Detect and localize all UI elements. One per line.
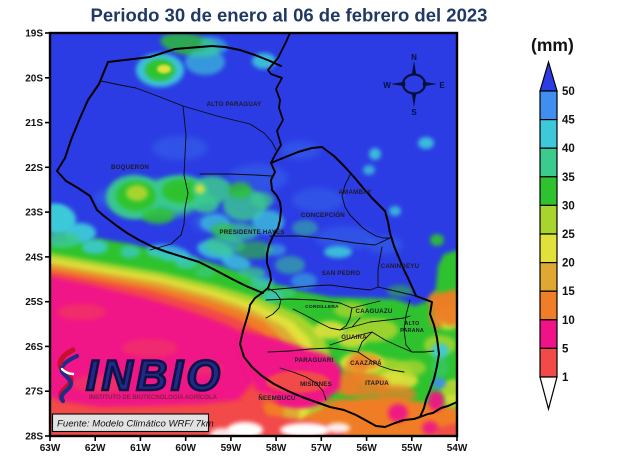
svg-text:ITAPUA: ITAPUA xyxy=(365,380,389,387)
svg-text:N: N xyxy=(411,53,417,62)
svg-text:MISIONES: MISIONES xyxy=(300,381,332,388)
svg-text:5: 5 xyxy=(562,343,569,355)
svg-text:CORDILLERA: CORDILLERA xyxy=(305,304,339,310)
svg-text:54W: 54W xyxy=(447,443,468,454)
svg-text:24S: 24S xyxy=(25,252,43,263)
svg-text:15: 15 xyxy=(562,286,575,298)
svg-text:10: 10 xyxy=(562,315,575,327)
svg-text:19S: 19S xyxy=(25,29,43,40)
svg-text:1: 1 xyxy=(562,372,569,384)
svg-text:(mm): (mm) xyxy=(531,35,574,55)
svg-text:CONCEPCIÓN: CONCEPCIÓN xyxy=(301,211,345,219)
svg-text:59W: 59W xyxy=(221,443,242,454)
svg-text:26S: 26S xyxy=(25,342,43,353)
svg-text:56W: 56W xyxy=(356,443,377,454)
svg-text:PARANA: PARANA xyxy=(400,328,424,334)
svg-text:40: 40 xyxy=(562,143,575,155)
svg-text:GUAIRA: GUAIRA xyxy=(341,334,367,341)
svg-text:Periodo 30 de enero al 06 de f: Periodo 30 de enero al 06 de febrero del… xyxy=(91,5,488,26)
svg-text:INSTITUTO DE BIOTECNOLOGÍA AGR: INSTITUTO DE BIOTECNOLOGÍA AGRÍCOLA xyxy=(89,393,218,401)
svg-text:20S: 20S xyxy=(25,73,43,84)
svg-text:BOQUERON: BOQUERON xyxy=(111,164,149,171)
svg-text:27S: 27S xyxy=(25,387,43,398)
svg-text:ALTO: ALTO xyxy=(405,321,420,327)
svg-text:21S: 21S xyxy=(25,118,43,129)
svg-text:25S: 25S xyxy=(25,297,43,308)
svg-text:45: 45 xyxy=(562,115,575,127)
svg-text:50: 50 xyxy=(562,86,575,98)
svg-text:63W: 63W xyxy=(40,443,61,454)
svg-text:E: E xyxy=(439,81,445,90)
svg-text:SAN PEDRO: SAN PEDRO xyxy=(322,270,361,277)
svg-text:CANINDEYU: CANINDEYU xyxy=(381,263,420,270)
svg-text:35: 35 xyxy=(562,172,575,184)
svg-text:ÑEEMBUCÚ: ÑEEMBUCÚ xyxy=(258,395,296,402)
svg-text:28S: 28S xyxy=(25,432,43,443)
svg-text:PRESIDENTE HAYES: PRESIDENTE HAYES xyxy=(219,229,284,236)
svg-text:ALTO PARAGUAY: ALTO PARAGUAY xyxy=(207,101,263,108)
svg-text:55W: 55W xyxy=(402,443,423,454)
svg-text:22S: 22S xyxy=(25,163,43,174)
svg-text:57W: 57W xyxy=(311,443,332,454)
svg-text:60W: 60W xyxy=(175,443,196,454)
svg-text:62W: 62W xyxy=(85,443,106,454)
svg-text:AMAMBAY: AMAMBAY xyxy=(338,189,372,196)
svg-text:INBIO: INBIO xyxy=(86,352,220,400)
svg-text:30: 30 xyxy=(562,200,575,212)
svg-text:S: S xyxy=(411,108,417,117)
svg-text:61W: 61W xyxy=(130,443,151,454)
svg-text:Fuente: Modelo Climático WRF/: Fuente: Modelo Climático WRF/ 7km xyxy=(57,419,214,430)
svg-text:25: 25 xyxy=(562,229,575,241)
svg-text:CAAGUAZU: CAAGUAZU xyxy=(355,308,392,315)
svg-text:23S: 23S xyxy=(25,208,43,219)
svg-text:W: W xyxy=(383,81,391,90)
svg-text:PARAGUARI: PARAGUARI xyxy=(295,357,334,364)
svg-text:CAAZAPÁ: CAAZAPÁ xyxy=(350,360,382,367)
svg-text:20: 20 xyxy=(562,258,575,270)
svg-text:58W: 58W xyxy=(266,443,287,454)
